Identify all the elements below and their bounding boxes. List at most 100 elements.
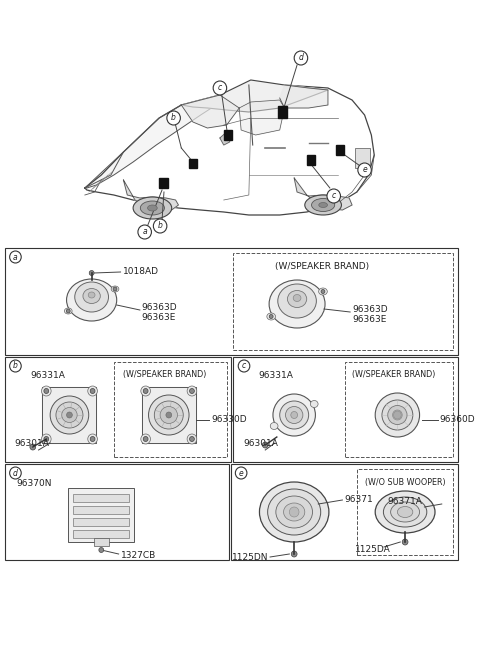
Ellipse shape — [268, 489, 321, 535]
Circle shape — [99, 548, 104, 553]
Circle shape — [88, 386, 97, 396]
Text: (W/SPEAKER BRAND): (W/SPEAKER BRAND) — [352, 371, 435, 379]
Ellipse shape — [393, 410, 402, 420]
Ellipse shape — [75, 282, 108, 312]
Polygon shape — [123, 180, 179, 212]
Bar — [73, 506, 129, 514]
Ellipse shape — [280, 401, 309, 429]
Text: 96371: 96371 — [344, 495, 373, 504]
Text: a: a — [13, 252, 18, 261]
Polygon shape — [42, 387, 96, 443]
Text: 96331A: 96331A — [31, 371, 66, 379]
Text: 1327CB: 1327CB — [120, 552, 156, 561]
Circle shape — [402, 539, 408, 545]
Circle shape — [291, 551, 297, 557]
Text: (W/O SUB WOOPER): (W/O SUB WOOPER) — [365, 477, 445, 487]
Bar — [357, 469, 453, 555]
Ellipse shape — [288, 291, 307, 307]
Circle shape — [66, 309, 70, 313]
Text: 96301A: 96301A — [14, 440, 49, 449]
Ellipse shape — [133, 197, 172, 219]
Polygon shape — [85, 85, 374, 215]
Circle shape — [327, 189, 340, 203]
Text: 96370N: 96370N — [16, 479, 52, 489]
Ellipse shape — [64, 308, 72, 314]
Bar — [278, 106, 288, 118]
Bar — [233, 357, 458, 462]
Ellipse shape — [305, 195, 341, 215]
Bar — [94, 538, 109, 546]
Circle shape — [143, 436, 148, 441]
Ellipse shape — [155, 401, 183, 429]
Text: 96363D: 96363D — [142, 303, 178, 312]
Circle shape — [88, 434, 97, 444]
Polygon shape — [294, 178, 352, 210]
Ellipse shape — [111, 286, 119, 292]
Text: 96363D: 96363D — [352, 305, 388, 314]
Bar — [73, 494, 129, 502]
Ellipse shape — [270, 422, 278, 430]
Bar — [73, 518, 129, 526]
Bar — [5, 464, 228, 560]
Text: b: b — [171, 113, 176, 122]
Bar — [189, 159, 197, 168]
Ellipse shape — [276, 496, 312, 528]
Circle shape — [10, 360, 21, 372]
Ellipse shape — [269, 280, 325, 328]
Text: 96360D: 96360D — [440, 415, 476, 424]
Circle shape — [166, 412, 172, 418]
Ellipse shape — [388, 405, 407, 424]
Text: 1125DA: 1125DA — [355, 546, 391, 555]
Ellipse shape — [293, 295, 301, 301]
Circle shape — [44, 436, 48, 441]
Polygon shape — [181, 95, 239, 128]
Circle shape — [263, 442, 268, 448]
Circle shape — [143, 388, 148, 394]
Bar — [233, 253, 453, 350]
Circle shape — [321, 290, 325, 293]
Bar — [69, 488, 134, 542]
Ellipse shape — [160, 407, 178, 424]
Ellipse shape — [56, 402, 83, 428]
Ellipse shape — [147, 205, 157, 211]
Ellipse shape — [83, 288, 100, 303]
Text: b: b — [13, 362, 18, 371]
Ellipse shape — [267, 313, 276, 320]
Bar — [5, 248, 458, 355]
Text: b: b — [157, 221, 163, 231]
Circle shape — [141, 386, 150, 396]
Text: c: c — [332, 191, 336, 200]
Text: (W/SPEAKER BRAND): (W/SPEAKER BRAND) — [123, 371, 207, 379]
Circle shape — [67, 412, 72, 418]
Ellipse shape — [50, 396, 89, 434]
Circle shape — [190, 388, 194, 394]
Bar — [307, 155, 315, 165]
Text: (W/SPEAKER BRAND): (W/SPEAKER BRAND) — [275, 261, 369, 271]
Bar — [345, 362, 453, 457]
Text: d: d — [299, 54, 303, 62]
Polygon shape — [239, 100, 285, 135]
Text: 96363E: 96363E — [142, 312, 176, 322]
Circle shape — [167, 111, 180, 125]
Ellipse shape — [273, 394, 315, 436]
Polygon shape — [181, 80, 328, 112]
Circle shape — [294, 51, 308, 65]
Bar — [5, 357, 231, 462]
Circle shape — [41, 434, 51, 444]
Circle shape — [235, 467, 247, 479]
Bar — [224, 130, 232, 140]
Ellipse shape — [375, 393, 420, 437]
Circle shape — [154, 219, 167, 233]
Ellipse shape — [291, 411, 298, 419]
Polygon shape — [220, 132, 231, 145]
Text: c: c — [218, 83, 222, 92]
Circle shape — [289, 507, 299, 517]
Ellipse shape — [67, 279, 117, 321]
Text: 96301A: 96301A — [243, 440, 278, 449]
Circle shape — [141, 434, 150, 444]
Ellipse shape — [384, 497, 427, 527]
Text: 1018AD: 1018AD — [122, 267, 158, 276]
Circle shape — [41, 386, 51, 396]
Circle shape — [90, 388, 95, 394]
Text: e: e — [239, 468, 243, 477]
